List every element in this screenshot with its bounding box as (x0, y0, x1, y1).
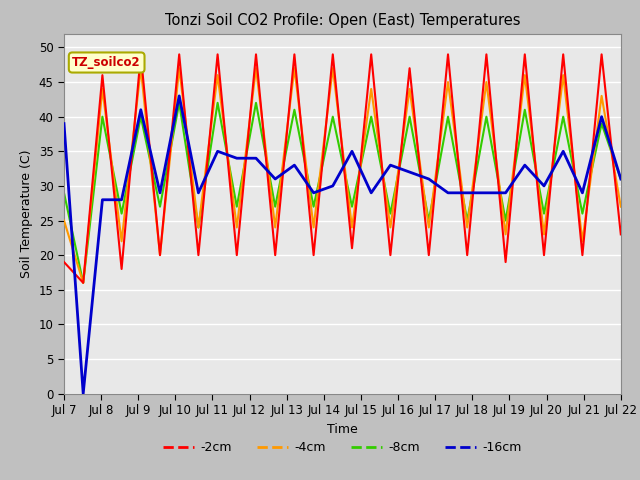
X-axis label: Time: Time (327, 422, 358, 435)
Y-axis label: Soil Temperature (C): Soil Temperature (C) (20, 149, 33, 278)
Title: Tonzi Soil CO2 Profile: Open (East) Temperatures: Tonzi Soil CO2 Profile: Open (East) Temp… (164, 13, 520, 28)
Text: TZ_soilco2: TZ_soilco2 (72, 56, 141, 69)
Legend: -2cm, -4cm, -8cm, -16cm: -2cm, -4cm, -8cm, -16cm (158, 436, 527, 459)
